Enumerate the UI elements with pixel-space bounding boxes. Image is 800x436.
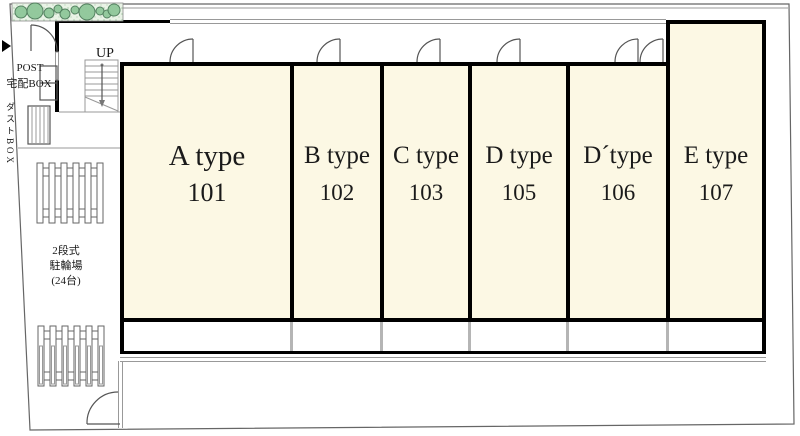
driveway-edge-line xyxy=(118,361,123,428)
unit-room-103: C type 103 xyxy=(380,62,468,322)
unit-number-label: 101 xyxy=(187,178,227,207)
tree-icon xyxy=(14,2,121,21)
unit-number-label: 103 xyxy=(408,180,444,205)
unit-label: B type 102 xyxy=(294,141,380,207)
unit-number-label: 102 xyxy=(319,180,355,205)
greenery-strip xyxy=(11,2,124,22)
unit-number-label: 107 xyxy=(698,180,734,205)
unit-room-106: D´type 106 xyxy=(566,62,666,322)
entry-wall-line xyxy=(55,20,170,23)
unit-room-102: B type 102 xyxy=(290,62,380,322)
unit-number-label: 105 xyxy=(501,180,537,205)
stair-direction-arrow xyxy=(99,63,105,107)
unit-label: D type 105 xyxy=(472,141,566,207)
balcony-strip xyxy=(120,322,766,354)
unit-room-101: A type 101 xyxy=(120,62,290,322)
unit-type-label: C type xyxy=(393,142,459,169)
balcony-divider xyxy=(666,322,669,351)
stairs-up-label: UP xyxy=(96,46,114,61)
delivery-box-label: 宅配BOX xyxy=(6,78,52,90)
unit-type-label: B type xyxy=(304,142,370,169)
unit-type-label: D´type xyxy=(583,142,653,169)
unit-label: A type 101 xyxy=(124,141,290,207)
door-arc xyxy=(169,38,194,63)
balcony-divider xyxy=(380,322,383,351)
unit-type-label: E type xyxy=(683,142,749,169)
dust-box-label: ダストBOX xyxy=(5,102,15,167)
door-arc xyxy=(496,38,521,63)
door-arc xyxy=(30,24,58,52)
door-arc xyxy=(614,38,639,63)
unit-type-label: D type xyxy=(485,142,553,169)
bicycle-parking-label: 2段式 駐輪場 (24台) xyxy=(28,244,104,289)
unit-room-107: E type 107 xyxy=(666,20,766,322)
unit-label: D´type 106 xyxy=(570,141,666,207)
unit-door-arcs xyxy=(169,38,664,63)
door-arc xyxy=(639,38,664,63)
bicycle-parking-line3: (24台) xyxy=(51,275,81,287)
gate-door-arc xyxy=(86,391,120,425)
balcony-outer-line xyxy=(120,357,766,362)
entrance-arrow-icon xyxy=(2,40,11,52)
bicycle-rack xyxy=(37,325,105,387)
walkway-edge-line xyxy=(170,19,666,24)
door-arc xyxy=(316,38,341,63)
dust-box xyxy=(27,105,51,145)
unit-label: E type 107 xyxy=(670,141,762,207)
door-arc xyxy=(416,38,441,63)
unit-room-105: D type 105 xyxy=(468,62,566,322)
unit-number-label: 106 xyxy=(600,180,636,205)
bicycle-parking-line1: 2段式 xyxy=(52,245,80,257)
balcony-divider xyxy=(566,322,569,351)
balcony-divider xyxy=(290,322,293,351)
unit-type-label: A type xyxy=(168,140,246,172)
balcony-divider xyxy=(468,322,471,351)
bicycle-parking-line2: 駐輪場 xyxy=(49,260,83,272)
unit-label: C type 103 xyxy=(384,141,468,207)
staircase xyxy=(84,59,119,113)
post-label: POST xyxy=(16,62,44,74)
bicycle-rack xyxy=(36,162,104,224)
